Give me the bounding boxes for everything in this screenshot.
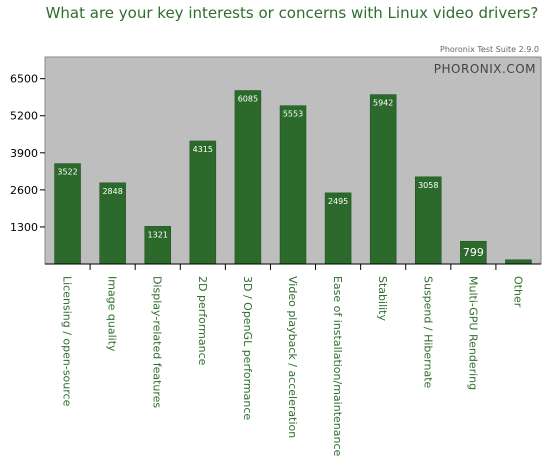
x-category-label: Licensing / open-source [61, 276, 74, 407]
bar [505, 259, 532, 265]
x-category-label: 2D performance [196, 276, 209, 366]
y-tick-label: 6500 [10, 73, 38, 86]
bar-value-label: 1321 [148, 230, 168, 239]
bar-value-label: 799 [463, 246, 484, 259]
x-category-label: Stability [376, 276, 389, 322]
x-category-label: Multi-GPU Rendering [466, 276, 479, 390]
brand-watermark: PHORONIX.COM [434, 62, 536, 76]
bar [99, 182, 126, 265]
x-category-label: Ease of installation/maintenance [331, 276, 344, 457]
bar-value-label: 2495 [328, 197, 348, 206]
bar [189, 140, 217, 265]
bar [144, 226, 171, 265]
x-category-label: 3D / OpenGL performance [241, 276, 254, 420]
bar-value-label: 2848 [102, 187, 122, 196]
bar-value-label: 3058 [418, 181, 438, 190]
bar-value-label: 3522 [57, 168, 77, 177]
y-tick-label: 3900 [10, 147, 38, 160]
bar-value-label: 5553 [283, 110, 303, 119]
bar [369, 94, 397, 265]
bar [279, 105, 307, 265]
bar [234, 90, 262, 265]
y-tick-label: 1300 [10, 221, 38, 234]
y-tick-label: 5200 [10, 110, 38, 123]
y-tick-label: 2600 [10, 184, 38, 197]
chart-title: What are your key interests or concerns … [46, 4, 539, 22]
bar [54, 163, 81, 265]
bar-value-label: 5942 [373, 99, 393, 108]
x-category-label: Suspend / Hibernate [421, 276, 434, 389]
bar-value-label: 6085 [238, 95, 258, 104]
x-category-label: Image quality [106, 276, 119, 352]
bar [415, 176, 442, 265]
axis-layer: 1300 2600 3900 5200 6500 Licensing / open-sou… [10, 73, 541, 457]
bars-layer: 3522 2848 1321 4315 6085 5553 2495 5942 3058 799 [54, 90, 532, 265]
version-label: Phoronix Test Suite 2.9.0 [440, 45, 539, 54]
bar-value-label: 4315 [193, 145, 213, 154]
x-category-label: Display-related features [151, 276, 164, 408]
x-category-label: Other [511, 276, 524, 308]
x-category-label: Video playback / acceleration [286, 276, 299, 438]
